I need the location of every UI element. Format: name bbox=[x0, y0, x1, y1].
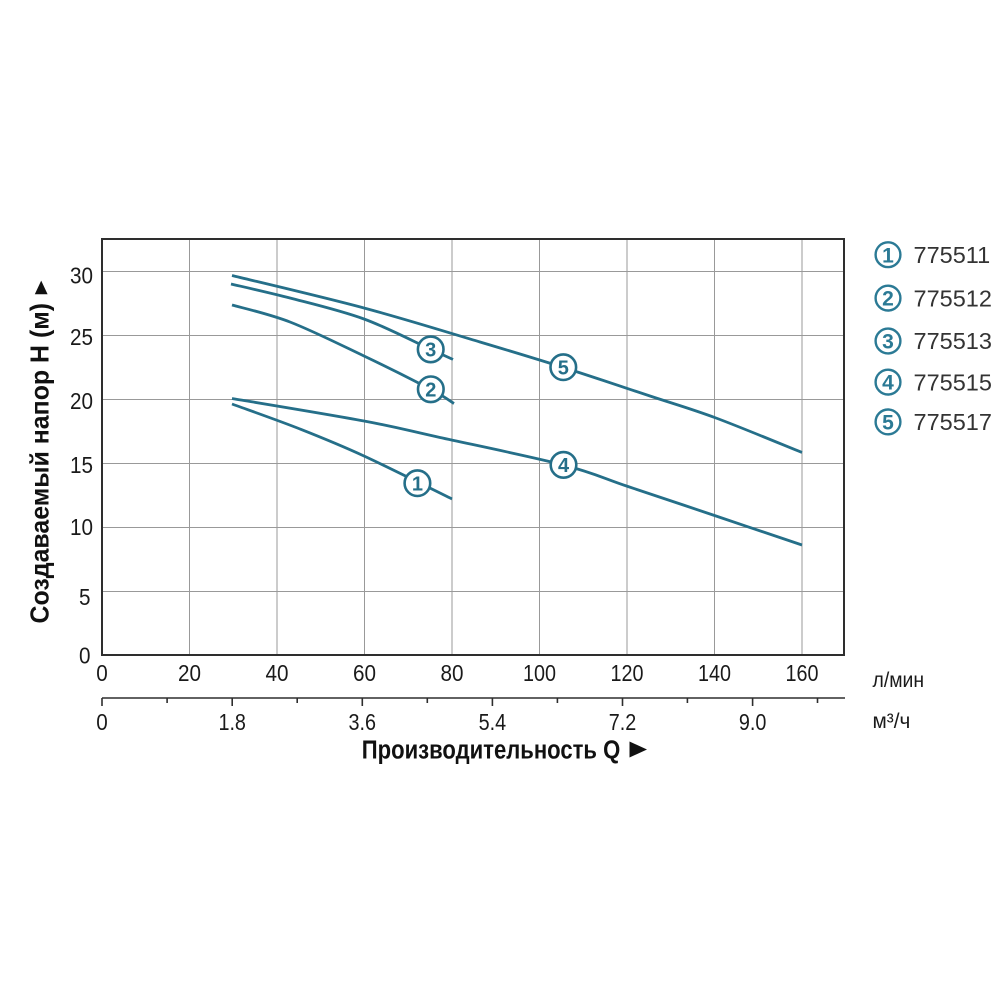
svg-text:Производительность Q: Производительность Q bbox=[362, 736, 621, 764]
svg-text:775511: 775511 bbox=[914, 242, 991, 268]
svg-text:30: 30 bbox=[70, 263, 93, 289]
svg-text:Создаваемый напор Н (м): Создаваемый напор Н (м) bbox=[25, 303, 55, 624]
svg-text:775512: 775512 bbox=[914, 285, 992, 311]
svg-text:2: 2 bbox=[425, 380, 436, 402]
svg-text:10: 10 bbox=[70, 514, 93, 540]
svg-text:40: 40 bbox=[266, 660, 289, 686]
svg-text:2: 2 bbox=[882, 288, 894, 311]
svg-text:1: 1 bbox=[412, 473, 423, 495]
svg-text:9.0: 9.0 bbox=[739, 709, 767, 735]
svg-text:15: 15 bbox=[70, 452, 93, 478]
svg-text:140: 140 bbox=[698, 660, 731, 686]
svg-text:0: 0 bbox=[96, 709, 108, 735]
svg-text:775517: 775517 bbox=[914, 409, 992, 435]
svg-text:4: 4 bbox=[558, 455, 570, 477]
svg-text:25: 25 bbox=[70, 324, 93, 350]
svg-text:20: 20 bbox=[70, 388, 93, 414]
svg-text:775513: 775513 bbox=[914, 328, 992, 354]
svg-text:3: 3 bbox=[882, 331, 894, 354]
svg-text:775515: 775515 bbox=[914, 369, 992, 395]
svg-text:л/мин: л/мин bbox=[873, 669, 925, 692]
svg-text:3.6: 3.6 bbox=[349, 709, 377, 735]
svg-text:100: 100 bbox=[523, 660, 556, 686]
svg-text:160: 160 bbox=[786, 660, 819, 686]
svg-text:5: 5 bbox=[79, 584, 91, 610]
svg-text:7.2: 7.2 bbox=[609, 709, 637, 735]
svg-text:3: 3 bbox=[425, 340, 436, 362]
svg-text:0: 0 bbox=[96, 660, 108, 686]
svg-text:5: 5 bbox=[882, 412, 894, 435]
svg-text:0: 0 bbox=[79, 643, 91, 669]
svg-text:4: 4 bbox=[882, 372, 894, 395]
svg-text:60: 60 bbox=[353, 660, 376, 686]
svg-text:1.8: 1.8 bbox=[218, 709, 246, 735]
svg-text:80: 80 bbox=[441, 660, 464, 686]
svg-text:120: 120 bbox=[611, 660, 644, 686]
svg-text:5.4: 5.4 bbox=[479, 709, 507, 735]
svg-text:1: 1 bbox=[882, 244, 894, 267]
svg-text:м³/ч: м³/ч bbox=[873, 710, 911, 733]
svg-text:5: 5 bbox=[558, 357, 569, 379]
svg-text:20: 20 bbox=[178, 660, 201, 686]
